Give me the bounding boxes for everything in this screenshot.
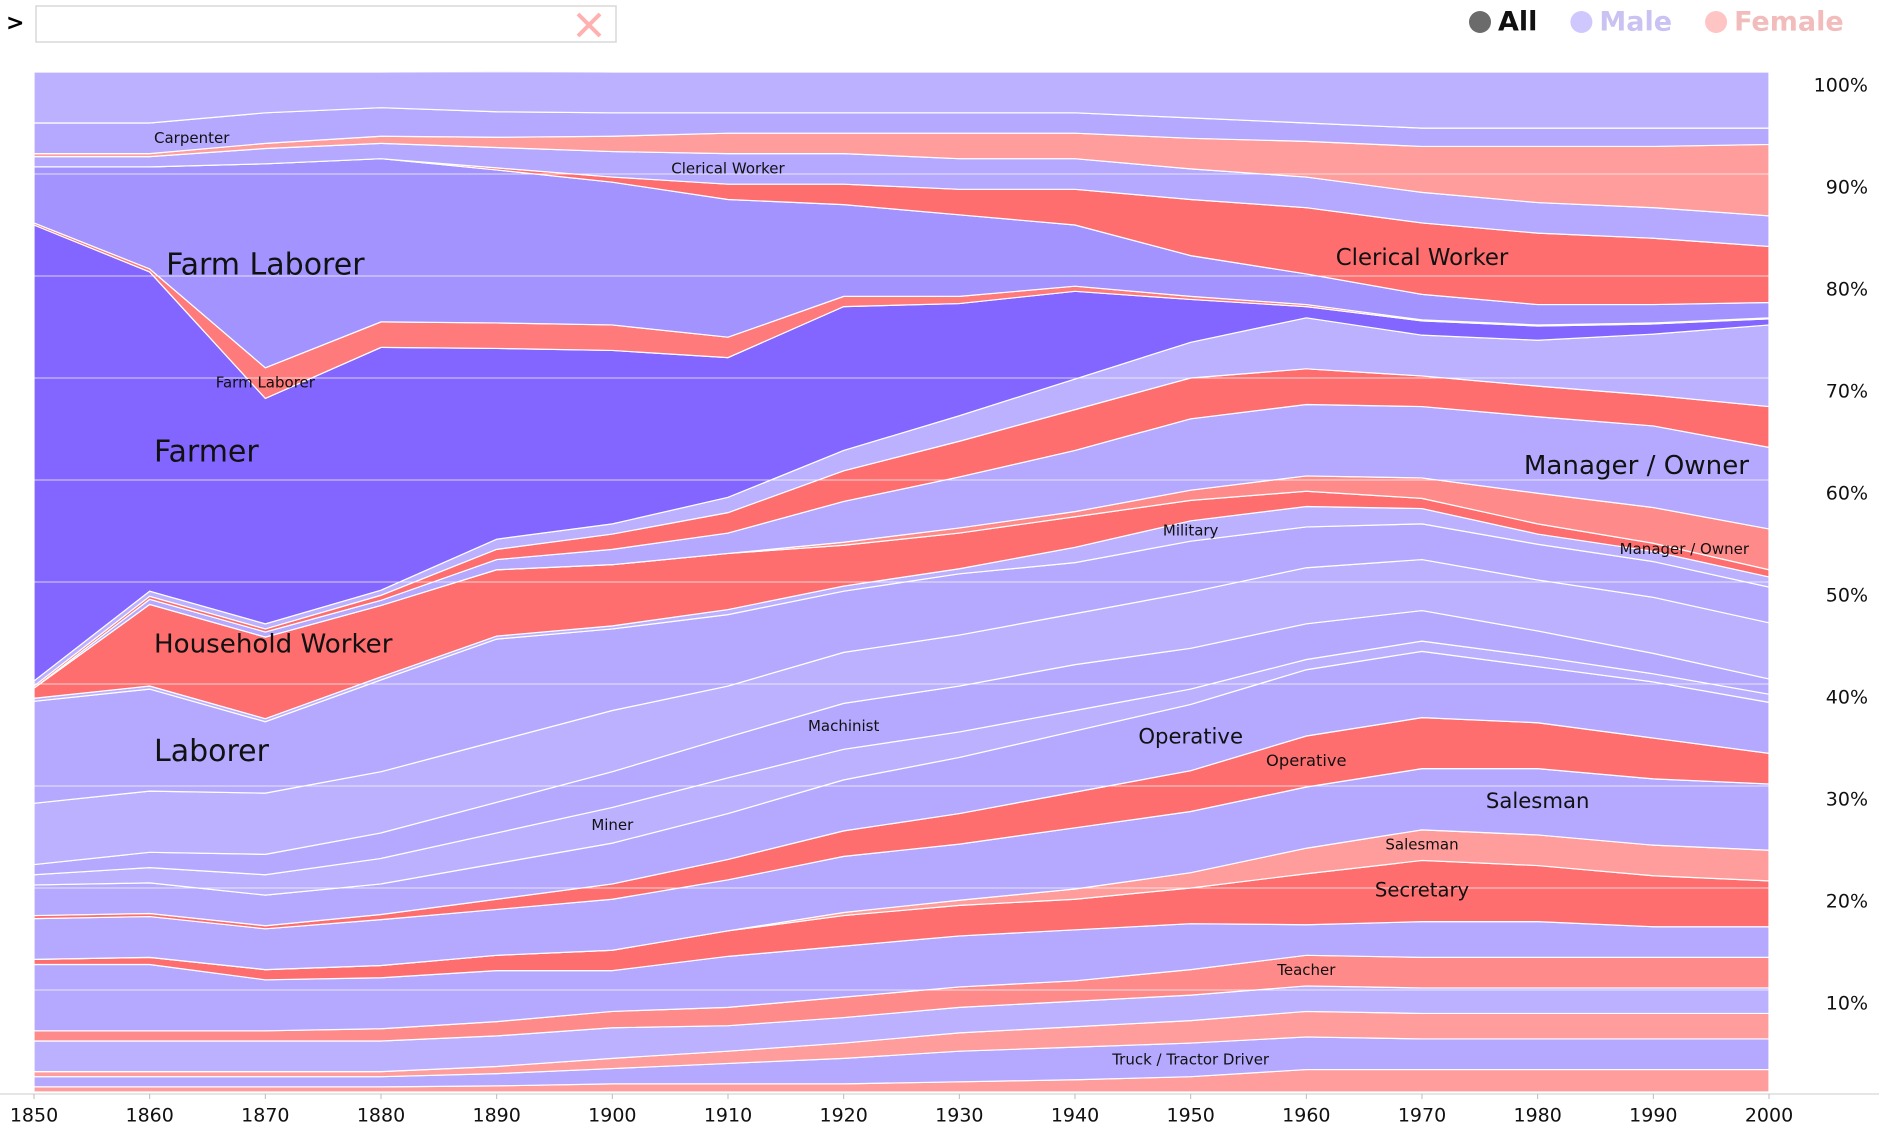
x-tick-label: 1950 (1166, 1105, 1214, 1127)
series-label: Household Worker (154, 630, 393, 660)
legend-swatch[interactable] (1705, 11, 1728, 33)
x-tick-label: 1990 (1629, 1105, 1677, 1127)
series-label: Secretary (1375, 879, 1469, 902)
search-box[interactable] (35, 5, 617, 43)
series-label: Machinist (808, 717, 880, 735)
y-tick-label: 50% (1826, 585, 1868, 607)
legend-swatch[interactable] (1469, 11, 1491, 33)
x-tick-label: 1940 (1051, 1105, 1099, 1127)
x-tick-label: 1860 (125, 1105, 173, 1127)
series-label: Carpenter (154, 129, 230, 147)
grid: 10% 20% 30% 40% 50% 60% 70% 80% 90% 100% 1850 1860 1… (0, 71, 1879, 1127)
y-tick-label: 90% (1826, 177, 1868, 199)
series-label: Farmer (154, 434, 259, 469)
legend: All Male Female (1469, 7, 1844, 38)
series-label: Laborer (154, 734, 270, 769)
series-label: Clerical Worker (671, 159, 785, 177)
series-label: Military (1163, 522, 1219, 540)
search-prompt: > (6, 11, 24, 36)
y-tick-label: 10% (1826, 993, 1868, 1015)
x-tick-label: 1930 (935, 1105, 983, 1127)
x-tick-label: 1970 (1398, 1105, 1446, 1127)
legend-label[interactable]: Female (1734, 7, 1844, 38)
x-tick-label: 1850 (10, 1105, 58, 1127)
legend-label[interactable]: All (1498, 7, 1537, 38)
series-label: Miner (591, 816, 634, 834)
areas (33, 70, 1770, 1093)
x-tick-label: 1910 (704, 1105, 752, 1127)
series-label: Manager / Owner (1620, 540, 1750, 558)
y-tick-label: 70% (1826, 381, 1868, 403)
x-tick-label: 1980 (1513, 1105, 1561, 1127)
clear-icon[interactable] (576, 12, 602, 38)
y-tick-label: 100% (1814, 75, 1868, 97)
legend-label[interactable]: Male (1599, 7, 1672, 38)
series-label: Farm Laborer (166, 247, 365, 282)
series-label: Operative (1266, 751, 1347, 770)
series-label: Manager / Owner (1524, 451, 1749, 481)
labels: Truck / Tractor Driver Teacher Secretary Sa… (154, 129, 1750, 1069)
series-label: Teacher (1276, 961, 1336, 979)
y-tick-label: 80% (1826, 279, 1868, 301)
series-label: Farm Laborer (216, 374, 316, 392)
x-tick-label: 1870 (241, 1105, 289, 1127)
series-label: Truck / Tractor Driver (1111, 1050, 1270, 1068)
x-tick-label: 1880 (357, 1105, 405, 1127)
series-label: Operative (1138, 725, 1243, 750)
y-tick-label: 60% (1826, 483, 1868, 505)
y-tick-label: 40% (1826, 687, 1868, 709)
series-label: Clerical Worker (1336, 245, 1509, 271)
y-tick-label: 30% (1826, 789, 1868, 811)
legend-swatch[interactable] (1570, 11, 1593, 33)
x-tick-label: 1960 (1282, 1105, 1330, 1127)
x-tick-label: 2000 (1745, 1105, 1793, 1127)
x-tick-label: 1890 (472, 1105, 520, 1127)
x-tick-label: 1920 (819, 1105, 867, 1127)
x-tick-label: 1900 (588, 1105, 636, 1127)
series-label: Salesman (1385, 836, 1458, 854)
series-label: Salesman (1486, 789, 1590, 814)
y-tick-label: 20% (1826, 891, 1868, 913)
